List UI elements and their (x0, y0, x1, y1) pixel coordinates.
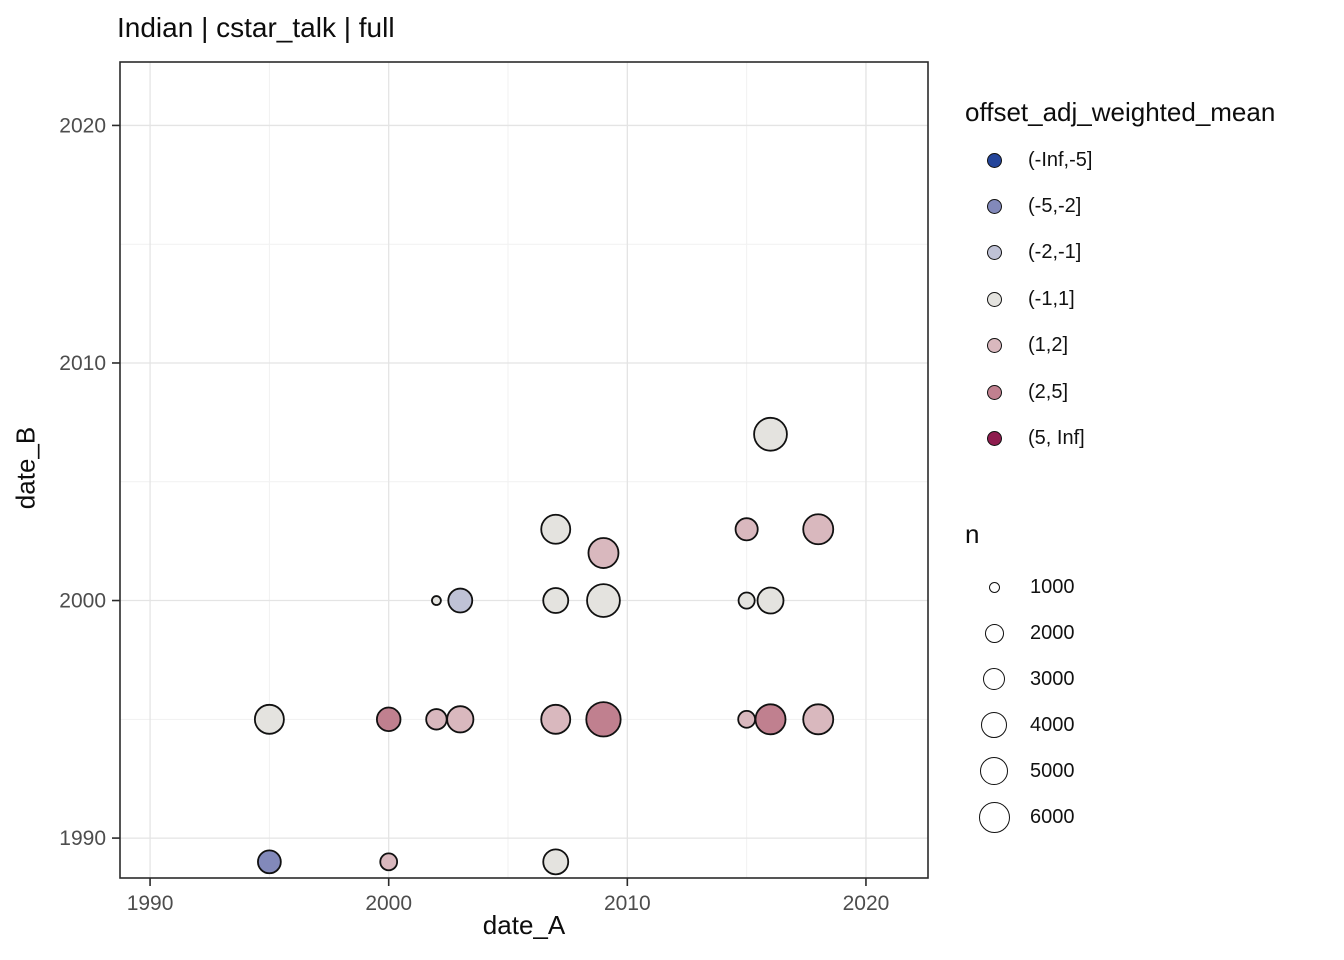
color-legend-label: (-Inf,-5] (1028, 148, 1093, 171)
x-tick-label: 2010 (604, 892, 651, 915)
size-legend-items: 1000 2000 3000 4000 5000 6000 (965, 564, 1075, 840)
size-legend-item: 3000 (965, 656, 1075, 702)
panel-border (119, 61, 929, 879)
y-tick-label: 2020 (59, 114, 106, 137)
data-point (734, 517, 759, 542)
size-legend-item: 2000 (965, 610, 1075, 656)
size-legend-circle (981, 712, 1007, 738)
size-legend-label: 3000 (1030, 667, 1075, 690)
color-legend-label: (5, Inf] (1028, 427, 1085, 450)
color-legend-label: (-2,-1] (1028, 241, 1082, 264)
data-point (802, 513, 835, 546)
color-legend-item: (-Inf,-5] (965, 137, 1092, 183)
legend-swatch-circle (987, 431, 1002, 447)
legend-swatch-circle (987, 291, 1002, 307)
data-point (737, 709, 756, 729)
size-legend-title: n (965, 519, 980, 549)
color-legend: offset_adj_weighted_mean (-Inf,-5] (-5,-2… (965, 97, 1276, 449)
color-legend-item: (-5,-2] (965, 183, 1092, 229)
data-point (375, 706, 402, 733)
x-tick-label: 2020 (843, 892, 890, 915)
color-legend-item: (1,2] (965, 323, 1092, 369)
x-tick-label: 2000 (365, 892, 412, 915)
color-legend-item: (-1,1] (965, 276, 1092, 322)
color-legend-title: offset_adj_weighted_mean (965, 97, 1276, 127)
chart-title: Indian | cstar_talk | full (117, 12, 395, 43)
data-point (737, 591, 756, 610)
legend-swatch-circle (987, 152, 1002, 168)
size-legend-circle-box (973, 564, 1015, 610)
size-legend-item: 5000 (965, 748, 1075, 794)
size-legend-circle-box (973, 656, 1015, 702)
color-legend-item: (2,5] (965, 369, 1092, 415)
data-point (754, 703, 787, 736)
panel-background (120, 62, 928, 878)
y-tick-label: 2000 (59, 590, 106, 613)
size-legend-circle-box (973, 794, 1015, 840)
data-point (542, 587, 570, 614)
data-point (446, 705, 475, 734)
size-legend-item: 1000 (965, 564, 1075, 610)
color-legend-items: (-Inf,-5] (-5,-2] (-2,-1] (-1,1] (1,2] (2,5] (… (965, 137, 1092, 462)
size-legend-circle (988, 581, 1000, 593)
size-legend-circle-box (973, 702, 1015, 748)
size-legend-label: 6000 (1030, 805, 1075, 828)
data-point (756, 586, 785, 615)
data-point (753, 416, 788, 452)
color-legend-label: (1,2] (1028, 334, 1069, 357)
color-legend-label: (2,5] (1028, 380, 1069, 403)
size-legend-circle (978, 801, 1010, 833)
data-point (540, 513, 572, 545)
data-point (585, 701, 622, 738)
color-legend-label: (-1,1] (1028, 287, 1075, 310)
size-legend-label: 1000 (1030, 575, 1075, 598)
data-point (257, 849, 282, 875)
color-legend-label: (-5,-2] (1028, 195, 1082, 218)
size-legend-circle (979, 756, 1009, 786)
data-point (447, 587, 474, 614)
legend-swatch-circle (987, 245, 1002, 261)
data-point (540, 703, 572, 735)
x-tick-label: 1990 (127, 892, 174, 915)
color-legend-item: (-2,-1] (965, 230, 1092, 276)
data-point (379, 852, 399, 872)
data-point (587, 537, 620, 569)
y-axis-title-text: date_B (10, 426, 41, 510)
size-legend-circle (984, 623, 1004, 643)
size-legend-circle-box (973, 610, 1015, 656)
size-legend: n 1000 2000 3000 4000 5000 6000 (965, 519, 1075, 833)
legend-swatch-circle (987, 199, 1002, 215)
legend-swatch-circle (987, 338, 1002, 354)
color-legend-item: (5, Inf] (965, 415, 1092, 461)
legend-swatch-circle (987, 384, 1002, 400)
size-legend-label: 4000 (1030, 713, 1075, 736)
size-legend-label: 2000 (1030, 621, 1075, 644)
data-point (431, 595, 442, 606)
data-point (802, 703, 835, 736)
data-point (586, 583, 621, 618)
size-legend-label: 5000 (1030, 759, 1075, 782)
size-legend-circle (982, 667, 1006, 691)
size-legend-circle-box (973, 748, 1015, 794)
data-point (253, 703, 285, 735)
y-tick-label: 2010 (59, 352, 106, 375)
data-point (425, 708, 448, 731)
y-tick-label: 1990 (59, 827, 106, 850)
data-point (542, 848, 570, 876)
size-legend-item: 6000 (965, 794, 1075, 840)
x-axis-title: date_A (482, 910, 566, 940)
size-legend-item: 4000 (965, 702, 1075, 748)
